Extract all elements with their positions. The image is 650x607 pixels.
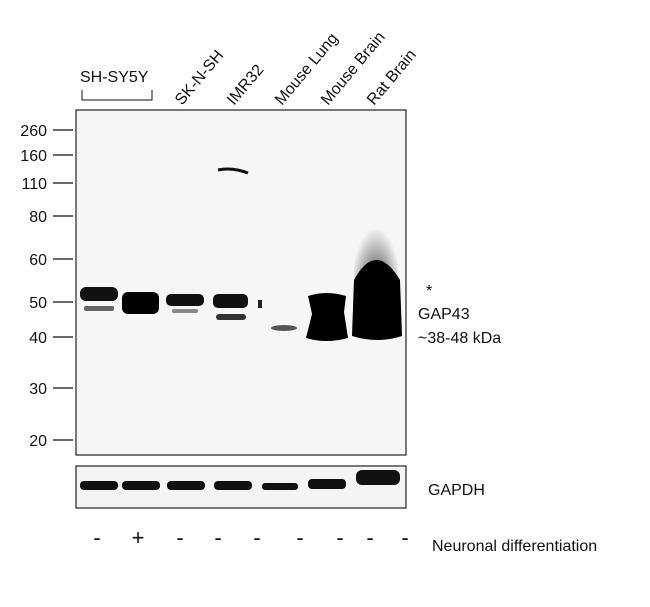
marker-label: 50: [29, 295, 47, 312]
treatment-sign: -: [176, 525, 183, 550]
treatment-sign: -: [401, 525, 408, 550]
treatment-sign: -: [93, 525, 100, 550]
treatment-sign: -: [336, 525, 343, 550]
treatment-sign: -: [296, 525, 303, 550]
marker-label: 30: [29, 381, 47, 398]
asterisk: *: [426, 283, 432, 300]
main-blot: [75, 109, 407, 456]
marker-label: 80: [29, 209, 47, 226]
marker-label: 160: [20, 148, 47, 165]
treatment-sign: -: [253, 525, 260, 550]
loading-label: GAPDH: [428, 482, 485, 499]
protein-label: GAP43: [418, 306, 470, 323]
marker-label: 260: [20, 123, 47, 140]
lane-label: SK-N-SH: [172, 47, 227, 108]
marker-label: 40: [29, 330, 47, 347]
treatment-sign: -: [214, 525, 221, 550]
marker-label: 110: [21, 176, 47, 193]
bands: [80, 167, 402, 341]
group-bracket: [81, 90, 153, 101]
treatment-label: Neuronal differentiation: [432, 538, 597, 555]
group-label: SH-SY5Y: [80, 69, 149, 86]
lane-label: IMR32: [224, 61, 267, 108]
marker-label: 60: [29, 252, 47, 269]
treatment-sign: -: [366, 525, 373, 550]
marker-label: 20: [29, 433, 47, 450]
treatment-sign: +: [132, 525, 145, 550]
loading-bands: [80, 470, 400, 490]
size-label: ~38-48 kDa: [418, 330, 501, 347]
